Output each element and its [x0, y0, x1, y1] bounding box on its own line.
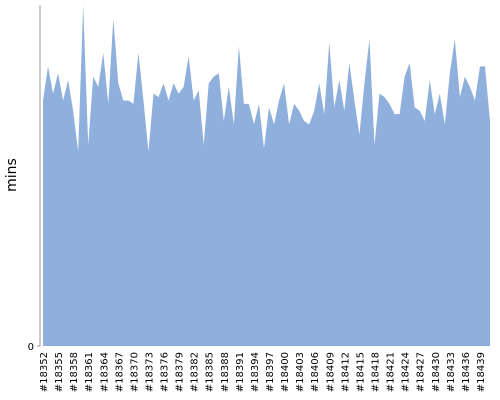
x-tick-label: #18397: [265, 352, 276, 392]
x-tick-label: #18388: [220, 352, 231, 392]
y-axis-label: mins: [4, 158, 20, 192]
x-tick-label: #18370: [129, 352, 140, 392]
x-tick-label: #18412: [340, 352, 351, 392]
x-tick-label: #18355: [54, 352, 65, 392]
x-tick-label: #18352: [39, 352, 50, 392]
x-tick-label: #18427: [416, 352, 427, 392]
x-tick-label: #18385: [205, 352, 216, 392]
x-tick-label: #18394: [250, 352, 261, 392]
x-tick-label: #18382: [190, 352, 201, 392]
x-tick-label: #18415: [355, 352, 366, 392]
x-tick-label: #18409: [325, 352, 336, 392]
x-tick-label: #18406: [310, 352, 321, 392]
x-tick-label: #18361: [84, 352, 95, 392]
x-tick-label: #18430: [431, 352, 442, 392]
area: [43, 5, 490, 346]
x-tick-label: #18358: [69, 352, 80, 392]
x-tick-label: #18376: [160, 352, 171, 392]
x-tick-label: #18367: [114, 352, 125, 392]
x-tick-label: #18418: [370, 352, 381, 392]
x-tick-label: #18403: [295, 352, 306, 392]
x-tick-label: #18433: [446, 352, 457, 392]
x-tick-label: #18379: [175, 352, 186, 392]
x-tick-label: #18439: [476, 352, 487, 392]
x-tick-label: #18421: [386, 352, 397, 392]
x-tick-label: #18424: [401, 352, 412, 392]
y-tick-label: 0: [28, 342, 34, 353]
x-tick-label: #18364: [99, 352, 110, 392]
x-tick-label: #18391: [235, 352, 246, 392]
x-tick-label: #18400: [280, 352, 291, 392]
x-tick-label: #18373: [144, 352, 155, 392]
x-tick-label: #18436: [461, 352, 472, 392]
